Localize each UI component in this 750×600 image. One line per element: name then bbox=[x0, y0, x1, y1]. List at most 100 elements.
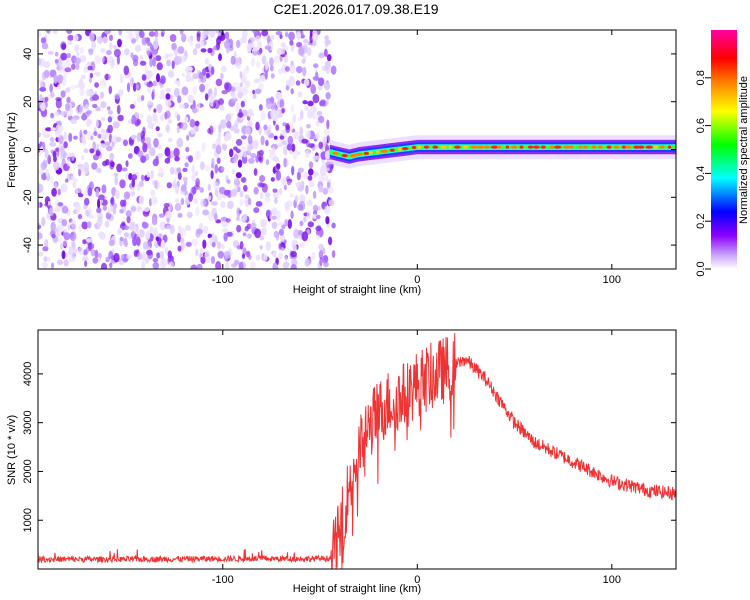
snr-y-tick-label: 2000 bbox=[22, 459, 34, 483]
noise-speck bbox=[74, 189, 79, 195]
noise-speck bbox=[269, 57, 274, 67]
noise-speck bbox=[61, 219, 68, 227]
signal-hot-spots bbox=[332, 145, 672, 158]
noise-speck bbox=[46, 256, 52, 263]
noise-speck bbox=[252, 93, 257, 99]
noise-speck bbox=[239, 217, 245, 222]
noise-speck bbox=[98, 231, 105, 238]
noise-speck bbox=[53, 74, 58, 85]
noise-speck bbox=[326, 54, 332, 62]
noise-speck bbox=[255, 254, 261, 261]
colorbar-tick-label: 0.8 bbox=[695, 70, 707, 85]
noise-speck bbox=[184, 116, 189, 123]
noise-speck bbox=[265, 241, 271, 251]
noise-speck bbox=[158, 167, 164, 174]
noise-speck bbox=[100, 101, 107, 109]
noise-speck bbox=[46, 30, 51, 35]
noise-speck bbox=[132, 82, 137, 92]
noise-speck bbox=[224, 40, 230, 49]
noise-speck bbox=[304, 259, 310, 267]
noise-speck bbox=[324, 42, 329, 48]
noise-speck bbox=[93, 131, 98, 137]
noise-speck bbox=[328, 199, 335, 207]
signal-hot-spot bbox=[519, 145, 524, 149]
colorbar-tick-label: 0.4 bbox=[695, 166, 707, 181]
noise-speck bbox=[220, 201, 226, 208]
noise-speck bbox=[224, 262, 230, 269]
noise-speck bbox=[185, 241, 192, 247]
noise-speck bbox=[240, 177, 246, 183]
noise-speck bbox=[211, 66, 215, 75]
snr-plot-area bbox=[38, 332, 676, 569]
noise-speck bbox=[60, 243, 64, 250]
noise-speck bbox=[77, 247, 85, 255]
noise-speck bbox=[269, 215, 273, 220]
noise-speck bbox=[321, 65, 329, 72]
noise-speck bbox=[299, 194, 306, 204]
noise-speck bbox=[104, 141, 111, 146]
noise-speck bbox=[297, 91, 303, 98]
noise-speck bbox=[264, 45, 271, 50]
colorbar: 0.0 0.2 0.4 0.6 0.8 Normalized spectral ampl… bbox=[695, 30, 750, 277]
noise-speck bbox=[312, 76, 320, 81]
noise-speck bbox=[146, 249, 153, 256]
noise-speck bbox=[202, 239, 207, 249]
noise-speck bbox=[114, 175, 118, 186]
noise-speck bbox=[207, 195, 212, 201]
noise-speck bbox=[312, 190, 317, 199]
noise-speck bbox=[123, 225, 130, 230]
noise-speck bbox=[226, 200, 234, 210]
noise-speck bbox=[318, 250, 324, 260]
noise-speck bbox=[295, 182, 300, 188]
noise-speck bbox=[142, 142, 148, 153]
noise-speck bbox=[270, 109, 277, 120]
spectrogram-x-tick-label: 100 bbox=[603, 274, 621, 286]
noise-speck bbox=[259, 245, 263, 250]
noise-speck bbox=[209, 30, 216, 38]
noise-speck bbox=[160, 75, 166, 85]
noise-speck bbox=[196, 32, 201, 42]
noise-speck bbox=[157, 144, 163, 150]
noise-speck bbox=[149, 57, 153, 68]
noise-speck bbox=[54, 111, 60, 117]
noise-speck bbox=[292, 113, 296, 124]
noise-speck bbox=[50, 221, 56, 232]
signal-hot-spot bbox=[578, 145, 583, 149]
noise-speck bbox=[231, 168, 236, 175]
noise-speck bbox=[258, 156, 262, 162]
noise-speck bbox=[102, 160, 108, 167]
noise-speck bbox=[56, 259, 64, 266]
noise-speck bbox=[150, 44, 154, 51]
noise-speck bbox=[129, 104, 135, 109]
noise-speck bbox=[281, 108, 285, 114]
noise-speck bbox=[219, 105, 225, 111]
noise-speck bbox=[62, 240, 68, 247]
noise-speck bbox=[272, 188, 278, 193]
noise-speck bbox=[278, 187, 283, 196]
noise-speck bbox=[87, 110, 93, 115]
noise-speck bbox=[101, 128, 106, 134]
noise-speck bbox=[94, 249, 99, 259]
noise-speck bbox=[307, 100, 314, 107]
noise-speck bbox=[153, 227, 158, 237]
noise-speck bbox=[205, 165, 210, 172]
noise-speck bbox=[127, 153, 133, 159]
noise-speck bbox=[153, 108, 157, 113]
noise-speck bbox=[70, 218, 77, 229]
noise-speck bbox=[298, 184, 304, 192]
noise-speck bbox=[242, 232, 247, 237]
noise-speck bbox=[90, 249, 96, 257]
spectrogram-y-tick-label: 20 bbox=[22, 96, 34, 108]
signal-hot-spot bbox=[659, 145, 665, 149]
noise-speck bbox=[109, 34, 113, 41]
noise-speck bbox=[43, 256, 48, 262]
noise-speck bbox=[97, 133, 102, 139]
noise-speck bbox=[160, 89, 165, 97]
noise-speck bbox=[167, 250, 172, 259]
noise-speck bbox=[41, 261, 48, 269]
noise-speck bbox=[239, 82, 243, 88]
noise-speck bbox=[326, 135, 330, 144]
signal-hot-spot bbox=[462, 145, 469, 149]
noise-speck bbox=[236, 224, 242, 233]
noise-speck bbox=[82, 112, 87, 121]
